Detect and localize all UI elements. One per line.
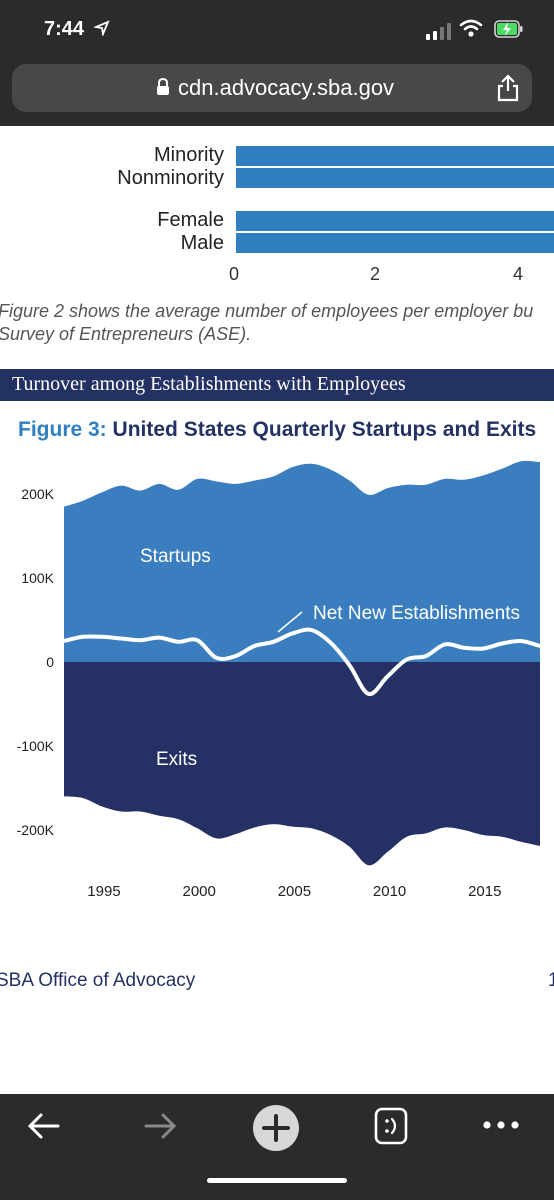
bar-male [236, 233, 554, 253]
bar-minority [236, 146, 554, 166]
browser-toolbar [0, 1094, 554, 1200]
url-text: cdn.advocacy.sba.gov [178, 75, 395, 100]
bar-label-male: Male [180, 232, 224, 254]
exits-label: Exits [156, 749, 197, 770]
y-tick-label: -200K [17, 822, 55, 838]
forward-arrow-icon[interactable] [142, 1108, 178, 1144]
net-new-establishments-line [63, 627, 541, 696]
figure-name: United States Quarterly Startups and Exi… [112, 418, 537, 441]
status-bar: 7:44 cdn.advocacy.sba.gov [0, 0, 554, 126]
new-tab-plus-icon[interactable] [252, 1104, 300, 1152]
tab-switcher-icon[interactable] [374, 1106, 408, 1146]
net-new-establishments-label: Net New Establishments [313, 603, 520, 624]
clock: 7:44 [44, 18, 85, 40]
home-indicator [207, 1178, 347, 1183]
wifi-icon [459, 19, 483, 37]
x-tick-label: 1995 [87, 883, 120, 900]
footer-source: SBA Office of Advocacy [0, 970, 196, 991]
bar-female [236, 211, 554, 231]
bar-label-nonminority: Nonminority [117, 167, 224, 189]
bar-label-minority: Minority [153, 144, 224, 166]
web-page: Minority Nonminority Female Male 0 2 4 F… [0, 126, 554, 1044]
caption: Figure 2 shows the average number of emp… [0, 300, 533, 346]
figure-title: Figure 3: United States Quarterly Startu… [18, 418, 536, 442]
fig2-tick-4: 4 [513, 264, 524, 284]
x-tick-label: 2005 [278, 883, 311, 900]
x-tick-label: 2010 [373, 883, 406, 900]
bar-nonminority [236, 168, 554, 188]
net-label-leader-line [277, 611, 303, 633]
toolbar-gap [0, 1070, 554, 1094]
y-tick-label: 200K [21, 486, 54, 502]
section-header: Turnover among Establishments with Emplo… [0, 369, 554, 401]
startups-label: Startups [140, 546, 211, 567]
battery-charging-icon [494, 20, 523, 38]
footer-page-number: 1 [548, 970, 554, 991]
startups-area [64, 460, 540, 662]
caption-line-1: Figure 2 shows the average number of emp… [0, 301, 534, 321]
fig2-tick-0: 0 [229, 264, 240, 284]
startups-exits-chart: 200K 100K 0 -100K -200K 1995 2000 2005 2010 2015 S… [17, 460, 541, 900]
x-tick-label: 2000 [182, 883, 215, 900]
caption-line-2: Survey of Entrepreneurs (ASE). [0, 324, 252, 344]
cellular-signal-icon [426, 23, 451, 40]
y-tick-label: -100K [17, 738, 55, 754]
more-options-icon[interactable] [482, 1120, 522, 1130]
location-arrow-icon [94, 20, 110, 36]
fig2-tick-2: 2 [370, 264, 381, 284]
section-title: Turnover among Establishments with Emplo… [12, 373, 406, 395]
address-bar[interactable]: cdn.advocacy.sba.gov [12, 64, 532, 112]
share-icon[interactable] [496, 74, 520, 102]
y-tick-label: 100K [21, 570, 54, 586]
bar-label-female: Female [157, 209, 224, 231]
back-arrow-icon[interactable] [26, 1108, 62, 1144]
figure-number: Figure 3: [18, 418, 107, 441]
x-tick-label: 2015 [468, 883, 501, 900]
lock-icon [157, 78, 169, 95]
exits-area [64, 662, 540, 866]
y-tick-label: 0 [46, 654, 54, 670]
